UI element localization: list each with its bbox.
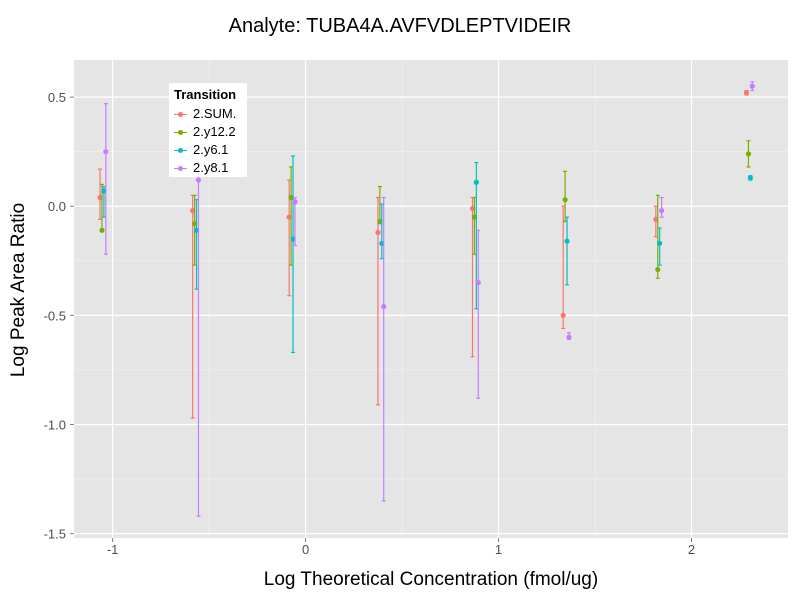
y-axis-label: Log Peak Area Ratio: [8, 202, 29, 378]
legend-key-icon: [174, 166, 187, 171]
legend-item: 2.y6.1: [169, 141, 247, 159]
legend-key-icon: [174, 112, 187, 117]
data-point: [193, 227, 200, 233]
data-point: [749, 83, 755, 89]
legend-label: 2.y12.2: [193, 124, 236, 139]
legend-label: 2.y8.1: [193, 160, 229, 175]
data-point: [653, 216, 659, 222]
x-tick-label: 2: [688, 542, 695, 557]
y-tick-label: 0.0: [48, 199, 66, 214]
legend-key-icon: [174, 148, 187, 153]
legend: Transition 2.SUM. 2.y12.2 2.y6.1: [169, 83, 247, 177]
data-point: [290, 236, 296, 242]
data-point: [655, 266, 661, 273]
data-point: [103, 149, 109, 155]
legend-item: 2.SUM.: [169, 105, 247, 123]
y-tick-label: -0.5: [44, 308, 66, 323]
x-tick-label: 0: [302, 542, 309, 557]
data-point: [190, 208, 196, 214]
data-point: [562, 197, 568, 203]
y-tick-label: 0.5: [48, 90, 66, 105]
legend-item: 2.y12.2: [169, 123, 247, 141]
x-axis-label: Log Theoretical Concentration (fmol/ug): [263, 569, 599, 590]
y-tick-label: -1.0: [44, 418, 66, 433]
data-point: [101, 188, 107, 194]
data-point: [97, 194, 103, 201]
series-2-sum: [97, 89, 750, 419]
series-2-y8-1: [103, 81, 755, 517]
data-point: [377, 218, 383, 225]
data-point: [375, 229, 381, 236]
legend-label: 2.y6.1: [193, 142, 229, 157]
legend-label: 2.SUM.: [193, 106, 237, 121]
data-point: [473, 179, 479, 185]
data-point: [292, 199, 298, 205]
data-point: [745, 151, 752, 157]
chart-title: Analyte: TUBA4A.AVFVDLEPTVIDEIR: [228, 15, 572, 37]
x-tick-label: -1: [107, 542, 119, 557]
data-point: [564, 238, 570, 244]
data-point: [659, 208, 665, 214]
data-point: [286, 214, 292, 220]
data-point: [381, 304, 387, 310]
data-point: [195, 177, 202, 183]
legend-key-icon: [174, 130, 187, 135]
data-point: [288, 194, 294, 201]
data-point: [99, 227, 105, 233]
legend-title: Transition: [174, 87, 237, 102]
data-point: [560, 312, 566, 318]
legend-item: 2.y8.1: [169, 159, 247, 177]
data-point: [475, 280, 481, 286]
data-point: [379, 240, 385, 246]
x-tick-label: 1: [495, 542, 502, 557]
data-point: [192, 221, 198, 227]
data-point: [743, 90, 750, 96]
y-tick-label: -1.5: [44, 527, 66, 542]
data-point: [566, 334, 572, 340]
series-2-y6-1: [101, 155, 753, 354]
data-point: [471, 214, 478, 220]
data-point: [657, 240, 663, 246]
data-point: [469, 205, 476, 212]
data-point: [747, 175, 753, 181]
